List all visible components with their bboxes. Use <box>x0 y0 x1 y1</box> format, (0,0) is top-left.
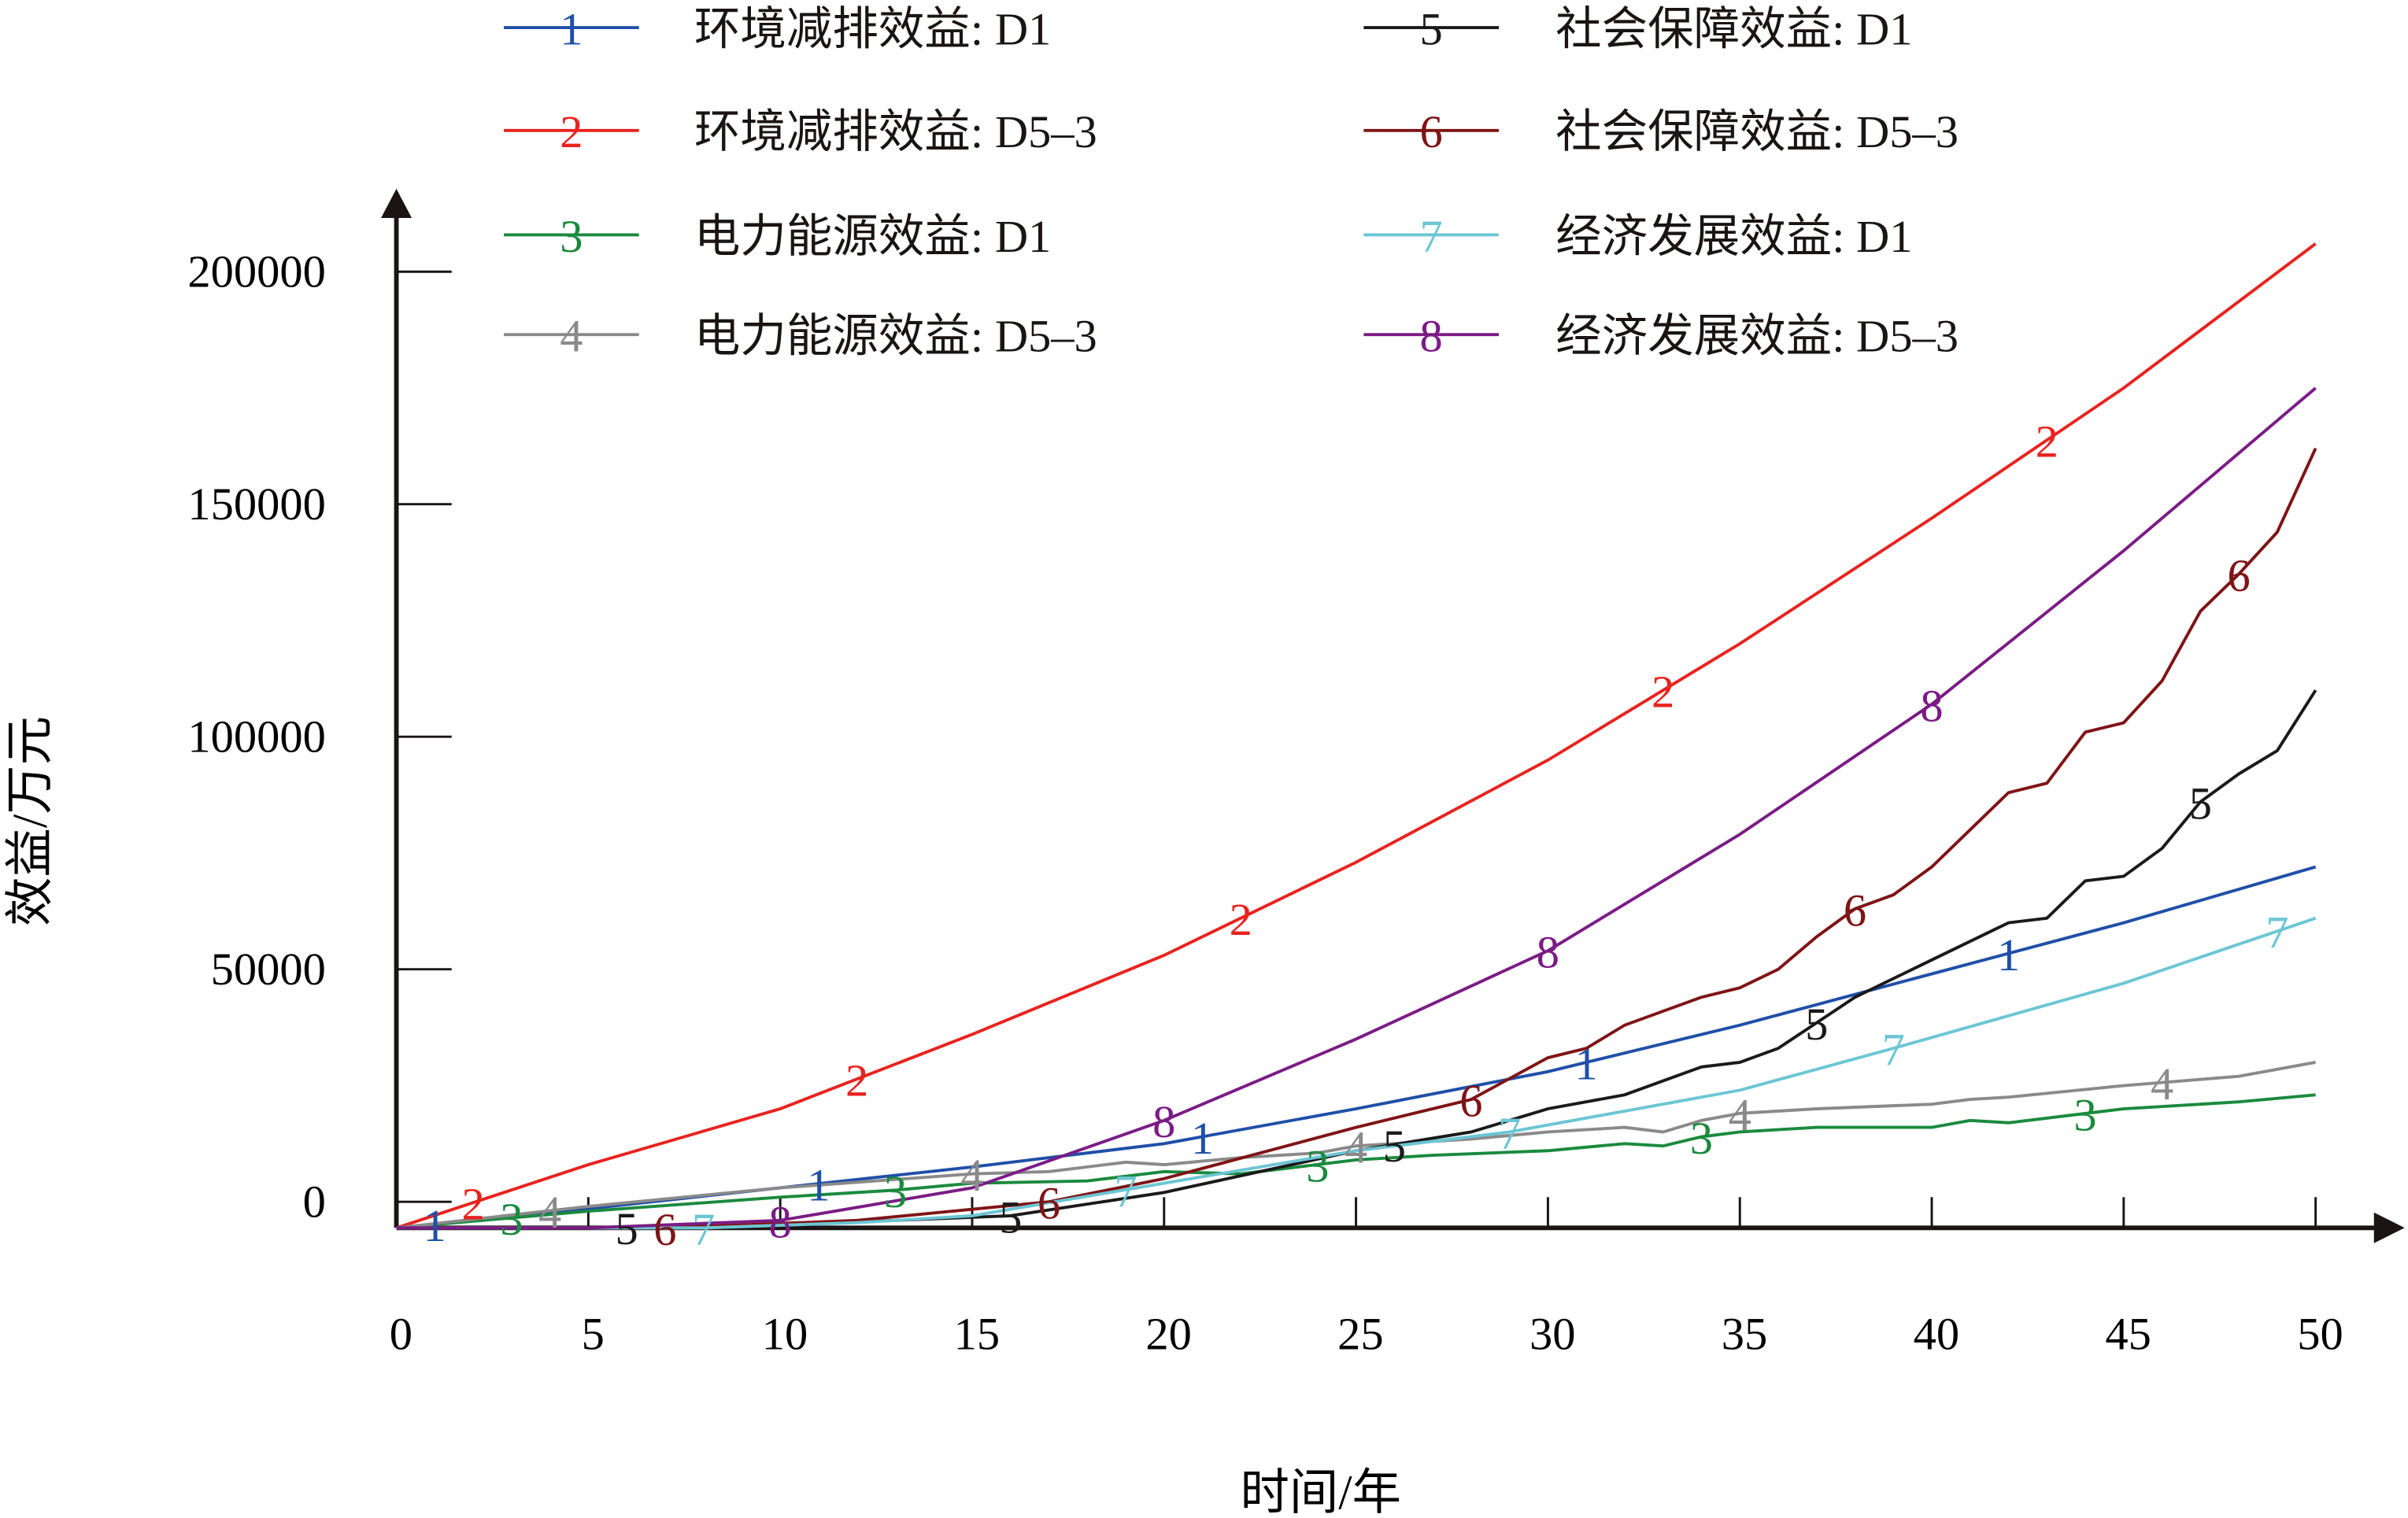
y-axis-title: 效益/万元 <box>3 716 57 926</box>
x-tick-label: 10 <box>762 1308 808 1359</box>
legend-number: 2 <box>560 106 583 157</box>
x-tick-label: 5 <box>582 1308 605 1359</box>
series-marker-label-3: 3 <box>884 1166 907 1217</box>
series-lines <box>395 242 2317 1230</box>
legend-number: 6 <box>1420 106 1443 157</box>
series-line-8 <box>396 386 2317 1230</box>
series-marker-label-6: 6 <box>1459 1076 1482 1127</box>
series-marker-label-8: 8 <box>769 1196 792 1247</box>
legend-label: 电力能源效益: D1 <box>694 211 1051 262</box>
series-marker-label-3: 3 <box>1306 1140 1329 1191</box>
legend-number: 7 <box>1420 211 1443 262</box>
legend: 1 环境减排效益: D1 2 环境减排效益: D5–3 3 电力能源效益: D1 4 电力能源… <box>504 4 1959 362</box>
legend-label: 经济发展效益: D5–3 <box>1555 311 1959 362</box>
series-marker-label-7: 7 <box>1498 1108 1521 1159</box>
y-tick-label: 100000 <box>187 711 326 763</box>
series-marker-label-3: 3 <box>1690 1113 1713 1164</box>
x-tick-label: 0 <box>390 1308 412 1359</box>
y-axis-arrow-icon <box>381 188 412 218</box>
legend-label: 社会保障效益: D1 <box>1555 4 1912 55</box>
series-marker-label-7: 7 <box>692 1204 715 1255</box>
legend-item-2: 2 环境减排效益: D5–3 <box>504 106 1097 157</box>
legend-label: 环境减排效益: D1 <box>694 4 1051 55</box>
legend-label: 电力能源效益: D5–3 <box>694 311 1097 362</box>
series-marker-label-7: 7 <box>1114 1165 1137 1217</box>
legend-item-7: 7 经济发展效益: D1 <box>1363 211 1913 262</box>
series-marker-label-8: 8 <box>1537 927 1559 978</box>
legend-item-5: 5 社会保障效益: D1 <box>1363 4 1913 55</box>
series-marker-label-6: 6 <box>2227 550 2250 601</box>
x-tick-label: 50 <box>2297 1308 2343 1359</box>
legend-number: 4 <box>560 311 583 362</box>
legend-label: 社会保障效益: D5–3 <box>1555 106 1959 157</box>
y-tick-label: 50000 <box>211 944 326 995</box>
series-marker-label-5: 5 <box>616 1203 638 1254</box>
legend-item-4: 4 电力能源效益: D5–3 <box>504 311 1097 362</box>
series-marker-label-7: 7 <box>1882 1025 1905 1076</box>
series-marker-label-3: 3 <box>500 1194 523 1245</box>
series-marker-label-4: 4 <box>1345 1122 1367 1173</box>
series-marker-label-6: 6 <box>1038 1178 1060 1229</box>
legend-number: 5 <box>1420 4 1443 55</box>
series-marker-label-6: 6 <box>653 1204 676 1255</box>
legend-item-8: 8 经济发展效益: D5–3 <box>1363 311 1959 362</box>
series-marker-label-8: 8 <box>1920 680 1943 731</box>
y-tick-label: 150000 <box>187 478 326 530</box>
x-tick-label: 25 <box>1337 1308 1383 1359</box>
legend-item-6: 6 社会保障效益: D5–3 <box>1363 106 1959 157</box>
series-line-5 <box>396 689 2317 1230</box>
legend-label: 环境减排效益: D5–3 <box>694 106 1097 157</box>
series-marker-label-2: 2 <box>845 1055 868 1106</box>
series-marker-label-1: 1 <box>424 1200 446 1251</box>
series-marker-label-4: 4 <box>2151 1058 2173 1110</box>
series-line-3 <box>396 1093 2316 1230</box>
legend-label: 经济发展效益: D1 <box>1555 211 1912 262</box>
series-line-6 <box>396 447 2317 1230</box>
series-line-2 <box>395 242 2317 1230</box>
x-tick-label: 20 <box>1145 1308 1191 1359</box>
series-marker-label-5: 5 <box>2189 777 2212 829</box>
series-marker-label-4: 4 <box>1729 1089 1751 1140</box>
series-marker-label-3: 3 <box>2073 1089 2096 1140</box>
legend-number: 3 <box>560 211 583 262</box>
series-marker-label-4: 4 <box>960 1150 983 1201</box>
series-marker-label-8: 8 <box>1152 1096 1175 1147</box>
x-tick-label: 35 <box>1722 1308 1768 1359</box>
series-marker-label-5: 5 <box>1805 999 1828 1050</box>
series-line-7 <box>396 916 2317 1230</box>
x-tick-label: 15 <box>954 1308 1000 1359</box>
series-marker-label-1: 1 <box>1575 1038 1598 1089</box>
y-tick-label: 0 <box>303 1176 326 1228</box>
series-marker-label-1: 1 <box>807 1160 830 1211</box>
series-marker-label-2: 2 <box>1652 667 1674 718</box>
series-marker-label-4: 4 <box>538 1187 561 1238</box>
legend-number: 1 <box>560 4 583 55</box>
legend-item-3: 3 电力能源效益: D1 <box>504 211 1051 262</box>
x-axis-arrow-icon <box>2373 1212 2405 1243</box>
series-marker-label-5: 5 <box>999 1191 1022 1243</box>
series-marker-label-5: 5 <box>1383 1121 1406 1172</box>
y-tick-label: 200000 <box>187 246 326 297</box>
series-marker-label-6: 6 <box>1844 885 1866 936</box>
x-axis-title: 时间/年 <box>1240 1465 1401 1518</box>
series-marker-label-1: 1 <box>1191 1113 1214 1164</box>
x-tick-label: 40 <box>1914 1308 1960 1359</box>
series-marker-label-1: 1 <box>1997 929 2020 981</box>
series-marker-label-2: 2 <box>1230 894 1252 945</box>
x-tick-label: 30 <box>1530 1308 1576 1359</box>
series-marker-label-2: 2 <box>461 1179 484 1230</box>
legend-number: 8 <box>1420 311 1443 362</box>
x-tick-label: 45 <box>2105 1308 2151 1359</box>
series-line-4 <box>396 1060 2316 1230</box>
legend-item-1: 1 环境减排效益: D1 <box>504 4 1051 55</box>
series-marker-label-7: 7 <box>2266 907 2288 958</box>
series-marker-label-2: 2 <box>2036 416 2058 467</box>
